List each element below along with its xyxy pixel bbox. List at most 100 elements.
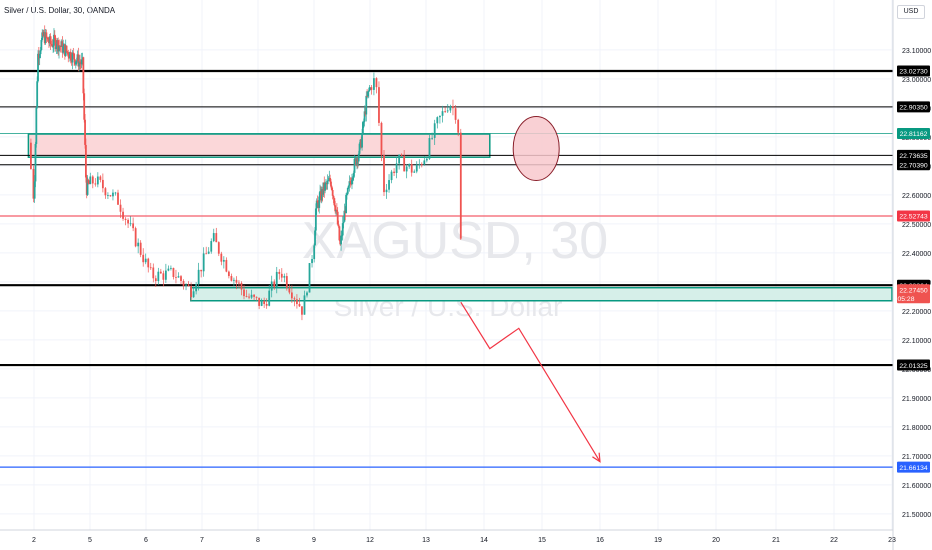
candle-body — [301, 306, 303, 315]
candle-body — [177, 276, 180, 278]
candle-body — [86, 179, 89, 195]
candle-body — [99, 176, 102, 180]
candle-body — [444, 111, 447, 112]
candle-body — [129, 223, 132, 225]
candle-body — [84, 119, 86, 145]
candle-body — [172, 267, 175, 277]
price-tick-label: 22.10000 — [902, 338, 931, 345]
candle-body — [255, 296, 258, 298]
candle-body — [403, 155, 406, 172]
candles-layer — [30, 25, 462, 321]
candle-body — [114, 192, 117, 194]
candle-body — [273, 281, 276, 287]
candle-body — [243, 289, 245, 297]
candle-body — [283, 276, 286, 278]
candle-body — [37, 53, 39, 82]
candle-body — [315, 200, 318, 209]
candle-body — [332, 195, 335, 199]
level-price-label: 22.81162 — [900, 131, 928, 138]
candle-body — [366, 95, 369, 97]
candle-body — [324, 183, 327, 191]
candle-body — [84, 144, 87, 178]
candle-body — [94, 183, 97, 185]
candle-body — [428, 138, 431, 159]
time-tick-label: 20 — [712, 537, 720, 544]
candle-body — [210, 241, 213, 252]
level-price-label: 23.02730 — [899, 69, 928, 76]
candle-body — [112, 192, 114, 197]
candle-body — [337, 224, 340, 227]
candle-body — [142, 254, 145, 263]
candle-body — [373, 78, 375, 90]
candle-body — [217, 242, 220, 254]
candle-body — [167, 268, 170, 271]
candle-body — [361, 133, 363, 148]
candle-body — [91, 176, 94, 184]
candle-body — [390, 171, 393, 181]
candle-body — [346, 187, 349, 194]
candle-body — [380, 122, 383, 156]
candle-body — [326, 180, 329, 185]
level-price-tag — [897, 101, 930, 113]
candle-body — [253, 294, 255, 297]
candle-body — [423, 160, 426, 165]
candle-body — [109, 195, 112, 197]
candle-body — [202, 253, 205, 272]
candle-body — [415, 164, 418, 172]
candle-body — [227, 271, 230, 277]
candle-body — [441, 111, 444, 116]
candle-body — [449, 106, 452, 111]
currency-button[interactable]: USD — [897, 5, 925, 19]
candle-body — [356, 158, 358, 165]
candle-body — [212, 233, 215, 242]
price-tick-label: 23.00000 — [902, 77, 931, 84]
candle-body — [308, 263, 311, 293]
candle-body — [349, 181, 352, 183]
candle-body — [290, 292, 293, 299]
candle-body — [71, 52, 74, 63]
level-price-tag — [897, 128, 930, 140]
time-tick-label: 6 — [144, 537, 148, 544]
candle-body — [147, 258, 150, 268]
price-tick-label: 21.50000 — [902, 512, 931, 519]
candle-body — [80, 59, 83, 65]
candle-body — [311, 259, 313, 264]
candle-body — [431, 137, 433, 139]
time-tick-label: 7 — [200, 537, 204, 544]
candle-body — [66, 51, 69, 53]
candle-body — [420, 164, 423, 165]
candle-body — [96, 176, 99, 185]
price-tick-label: 23.10000 — [902, 48, 931, 55]
candle-body — [265, 303, 268, 306]
price-tick-label: 22.20000 — [902, 309, 931, 316]
candle-body — [260, 300, 263, 306]
candle-body — [72, 52, 75, 54]
candle-body — [335, 210, 338, 212]
demand-zone — [190, 286, 893, 302]
candle-body — [313, 245, 316, 260]
candle-body — [175, 276, 177, 278]
candle-body — [32, 168, 35, 199]
candle-body — [230, 276, 233, 281]
candle-body — [342, 221, 345, 224]
candle-body — [368, 87, 371, 91]
candle-body — [187, 284, 190, 286]
candle-body — [122, 211, 124, 219]
candle-body — [303, 295, 306, 315]
levels-layer — [0, 69, 893, 468]
candle-body — [83, 93, 86, 120]
candle-body — [378, 87, 380, 123]
candle-body — [413, 171, 416, 173]
candle-body — [45, 32, 48, 38]
candle-body — [200, 269, 203, 272]
candle-body — [248, 296, 250, 298]
candle-body — [52, 45, 55, 47]
level-price-tag — [897, 149, 930, 161]
candle-body — [314, 208, 317, 231]
time-tick-label: 9 — [312, 537, 316, 544]
candle-body — [207, 251, 210, 254]
candle-body — [363, 111, 366, 122]
level-price-label: 22.90350 — [899, 105, 928, 112]
